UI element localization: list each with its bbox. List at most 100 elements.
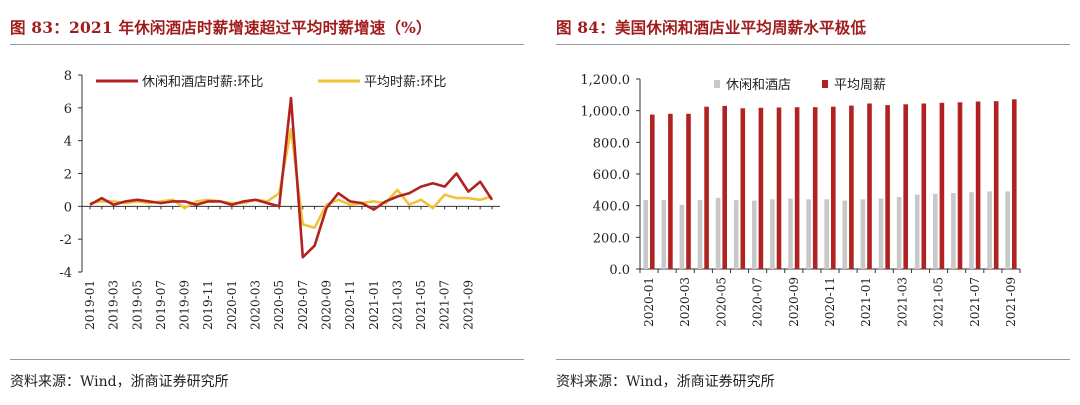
bar-leisure-hotel: [914, 194, 920, 269]
y-tick-label: 2: [64, 168, 72, 183]
x-tick-label: 2019-03: [107, 280, 121, 330]
x-tick-label: 2020-03: [249, 280, 263, 330]
x-tick-label: 2020-01: [642, 277, 656, 327]
legend-swatch: [714, 80, 720, 88]
y-tick-label: 1,000.0: [580, 105, 630, 120]
right-title-rule: [556, 44, 1070, 45]
bar-leisure-hotel: [643, 200, 648, 269]
bar-leisure-hotel: [1005, 191, 1010, 269]
x-tick-label: 2020-05: [714, 277, 728, 327]
bar-average-weekly: [867, 103, 872, 269]
x-tick-label: 2020-05: [272, 280, 286, 330]
bar-leisure-hotel: [733, 200, 739, 269]
x-tick-label: 2021-07: [438, 280, 452, 330]
y-tick-label: 800.0: [593, 136, 630, 151]
legend-label: 休闲和酒店时薪:环比: [142, 75, 263, 90]
x-tick-label: 2020-01: [225, 280, 239, 330]
x-tick-label: 2021-01: [367, 280, 381, 330]
right-source-note: 资料来源：Wind，浙商证券研究所: [556, 374, 775, 390]
y-tick-label: 0: [64, 200, 72, 215]
bar-average-weekly: [686, 113, 691, 269]
y-tick-label: 400.0: [593, 200, 630, 215]
bar-leisure-hotel: [969, 192, 974, 269]
bar-leisure-hotel: [806, 199, 811, 269]
bar-average-weekly: [740, 108, 746, 269]
bar-average-weekly: [758, 107, 764, 269]
y-tick-label: 600.0: [593, 168, 630, 183]
bar-leisure-hotel: [679, 204, 685, 269]
y-tick-label: -4: [59, 266, 72, 281]
x-tick-label: 2020-07: [296, 280, 310, 330]
bar-average-weekly: [849, 105, 854, 269]
left-figure-panel: 图 83：2021 年休闲酒店时薪增速超过平均时薪增速（%） -4 -2 0 2 4 6 8…: [10, 18, 524, 390]
bar-leisure-hotel: [661, 200, 667, 269]
bar-average-weekly: [903, 104, 908, 269]
x-tick-label: 2020-03: [678, 277, 692, 327]
x-tick-label: 2021-09: [461, 280, 475, 330]
left-title-rule: [10, 44, 524, 45]
y-tick-label: 0.0: [609, 263, 630, 278]
bar-average-weekly: [885, 105, 890, 269]
right-source-rule: [556, 359, 1070, 360]
bar-average-weekly: [722, 105, 727, 270]
legend-swatch: [822, 80, 828, 88]
bar-average-weekly: [1012, 99, 1017, 269]
bar-average-weekly: [704, 106, 709, 269]
x-tick-label: 2021-07: [968, 277, 982, 327]
left-figure-title: 图 83：2021 年休闲酒店时薪增速超过平均时薪增速（%）: [10, 18, 432, 37]
x-tick-label: 2021-03: [390, 280, 404, 330]
y-tick-label: -2: [59, 233, 72, 248]
bar-average-weekly: [975, 101, 981, 269]
y-tick-label: 4: [64, 135, 72, 150]
x-tick-label: 2020-11: [823, 277, 837, 327]
left-source-note: 资料来源：Wind，浙商证券研究所: [10, 374, 229, 390]
x-tick-label: 2019-11: [201, 280, 215, 330]
bar-average-weekly: [921, 103, 927, 269]
x-tick-label: 2020-11: [343, 280, 357, 330]
y-tick-label: 1,200.0: [580, 73, 630, 88]
right-bar-chart: 0.0 200.0 400.0 600.0 800.0 1,000.0 1,200.0 202…: [580, 73, 1021, 327]
y-tick-label: 8: [64, 69, 72, 84]
bar-average-weekly: [794, 107, 800, 269]
bar-leisure-hotel: [788, 198, 793, 269]
left-source-rule: [10, 359, 524, 360]
bar-leisure-hotel: [896, 197, 902, 269]
x-tick-label: 2021-05: [932, 277, 946, 327]
bar-average-weekly: [812, 107, 818, 269]
right-figure-panel: 图 84：美国休闲和酒店业平均周薪水平极低 0.0 200.0 400.0 600.0…: [546, 0, 1080, 405]
bar-average-weekly: [939, 102, 945, 270]
bar-leisure-hotel: [824, 199, 829, 269]
bar-average-weekly: [831, 106, 836, 269]
bar-leisure-hotel: [933, 193, 938, 269]
bar-leisure-hotel: [770, 199, 775, 269]
left-line-chart: -4 -2 0 2 4 6 8 2019-01 2019-03 2019-05 2019-07 201…: [59, 69, 500, 330]
x-tick-label: 2019-09: [178, 280, 192, 330]
x-tick-label: 2020-07: [751, 277, 765, 327]
bar-leisure-hotel: [987, 191, 992, 269]
bar-leisure-hotel: [697, 200, 703, 269]
x-tick-label: 2020-09: [787, 277, 801, 327]
bar-average-weekly: [776, 107, 782, 269]
legend-label: 平均时薪:环比: [364, 75, 446, 90]
series-line-average: [89, 127, 493, 229]
bar-leisure-hotel: [860, 199, 866, 269]
bar-average-weekly: [957, 102, 963, 269]
bar-average-weekly: [650, 114, 655, 269]
x-tick-label: 2020-09: [319, 280, 333, 330]
y-tick-label: 200.0: [593, 231, 630, 246]
bar-leisure-hotel: [715, 197, 721, 270]
bar-leisure-hotel: [951, 193, 956, 269]
x-tick-label: 2021-03: [895, 277, 909, 327]
bar-leisure-hotel: [878, 198, 884, 269]
x-tick-label: 2019-07: [154, 280, 168, 330]
legend-label: 休闲和酒店: [726, 78, 791, 93]
bar-average-weekly: [668, 113, 673, 269]
bar-leisure-hotel: [752, 200, 757, 269]
x-tick-label: 2021-09: [1004, 277, 1018, 327]
bar-leisure-hotel: [842, 200, 848, 269]
x-tick-label: 2019-05: [130, 280, 144, 330]
right-figure-title: 图 84：美国休闲和酒店业平均周薪水平极低: [556, 18, 867, 37]
y-tick-label: 6: [64, 102, 72, 117]
x-tick-label: 2021-01: [859, 277, 873, 327]
series-line-leisure-hotel: [89, 96, 494, 259]
